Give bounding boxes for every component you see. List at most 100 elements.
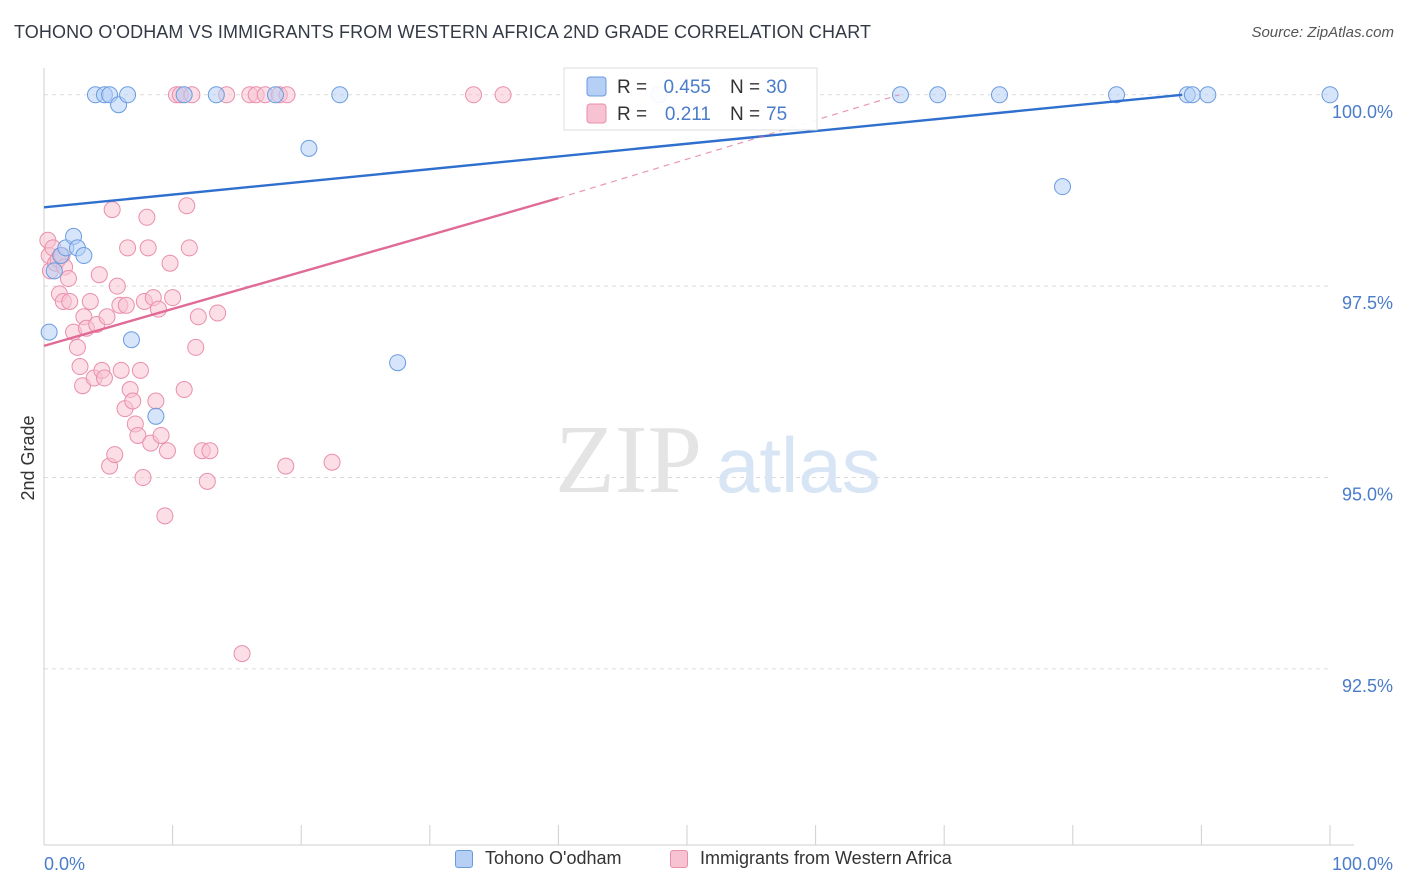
western-africa-point-24: [98, 308, 116, 326]
tohono-point-16: [266, 86, 284, 104]
trend-line-1: [43, 196, 559, 348]
tohono-point-0: [40, 323, 58, 341]
grid-lines: [44, 94, 1330, 670]
western-africa-point-61: [198, 472, 216, 490]
western-africa-point-35: [124, 392, 142, 410]
tohono-point-29: [1321, 86, 1339, 104]
western-africa-point-27: [106, 446, 124, 464]
x-tick-labels: 0.0% 100.0%: [44, 854, 1393, 874]
stats-r-label-1: R =: [617, 104, 647, 125]
western-africa-point-11: [61, 292, 79, 310]
tohono-point-23: [990, 86, 1008, 104]
western-africa-point-28: [108, 277, 126, 295]
western-africa-point-71: [277, 457, 295, 475]
watermark-atlas: atlas: [716, 421, 881, 509]
tohono-point-15: [207, 86, 225, 104]
western-africa-point-73: [465, 86, 483, 104]
y-axis-label: 2nd Grade: [18, 415, 38, 500]
western-africa-point-50: [161, 254, 179, 272]
western-africa-point-41: [138, 208, 156, 226]
stats-n-label-1: N =: [730, 104, 760, 125]
tohono-point-27: [1183, 86, 1201, 104]
western-africa-point-23: [95, 369, 113, 387]
western-africa-point-63: [209, 304, 227, 322]
tohono-point-18: [331, 86, 349, 104]
stats-n-label-0: N =: [730, 77, 760, 98]
stats-r-value-1: 0.211: [665, 104, 711, 125]
western-africa-point-62: [201, 442, 219, 460]
western-africa-point-26: [103, 201, 121, 219]
western-africa-point-45: [147, 392, 165, 410]
trend-line-2: [558, 94, 900, 199]
legend-swatch-blue: [455, 849, 473, 868]
source-label: Source: ZipAtlas.com: [1251, 24, 1394, 41]
western-africa-point-47: [152, 426, 170, 444]
western-africa-point-54: [175, 381, 193, 399]
western-africa-point-18: [81, 292, 99, 310]
y-tick-label-1: 97.5%: [1342, 293, 1393, 313]
y-tick-label-0: 100.0%: [1332, 102, 1393, 122]
western-africa-point-74: [494, 86, 512, 104]
x-tick-label-end: 100.0%: [1332, 854, 1393, 874]
western-africa-point-30: [112, 361, 130, 379]
legend-item-tohono[interactable]: Tohono O'odham: [455, 848, 622, 869]
western-africa-point-42: [139, 239, 157, 257]
watermark-zip: ZIP: [555, 406, 702, 514]
western-africa-point-14: [71, 358, 89, 376]
trend-lines: [43, 93, 1183, 348]
tohono-point-21: [891, 86, 909, 104]
western-africa-point-33: [119, 239, 137, 257]
tohono-point-6: [75, 247, 93, 265]
pink-series-points: [39, 86, 512, 663]
western-africa-point-72: [323, 453, 341, 471]
tohono-point-19: [389, 354, 407, 372]
tohono-point-22: [929, 86, 947, 104]
axes: [43, 68, 1354, 846]
tohono-point-28: [1199, 86, 1217, 104]
tohono-point-14: [175, 86, 193, 104]
tohono-point-17: [300, 139, 318, 157]
stats-swatch-0: [586, 76, 607, 97]
western-africa-point-55: [178, 197, 196, 215]
stats-swatch-1: [586, 103, 607, 124]
tohono-point-24: [1054, 178, 1072, 196]
western-africa-point-58: [187, 338, 205, 356]
western-africa-point-48: [156, 507, 174, 525]
tohono-point-1: [45, 262, 63, 280]
tohono-point-12: [122, 331, 140, 349]
stats-n-value-0: 30: [766, 77, 787, 98]
western-africa-point-49: [158, 442, 176, 460]
y-tick-label-3: 92.5%: [1342, 676, 1393, 696]
stats-n-value-1: 75: [766, 104, 787, 125]
y-tick-labels: 100.0% 97.5% 95.0% 92.5%: [1332, 102, 1393, 696]
western-africa-point-21: [90, 266, 108, 284]
tohono-point-11: [119, 86, 137, 104]
zipatlas-watermark: ZIP atlas: [555, 406, 881, 514]
western-africa-point-59: [189, 308, 207, 326]
western-africa-point-56: [180, 239, 198, 257]
western-africa-point-13: [68, 338, 86, 356]
legend-item-western-africa[interactable]: Immigrants from Western Africa: [670, 848, 952, 869]
blue-series-points: [40, 86, 1339, 425]
series-legend: Tohono O'odham Immigrants from Western A…: [0, 848, 1406, 880]
stats-r-label-0: R =: [617, 77, 647, 98]
western-africa-point-51: [164, 289, 182, 307]
western-africa-point-8: [59, 270, 77, 288]
western-africa-point-65: [233, 645, 251, 663]
legend-swatch-pink: [670, 849, 688, 868]
chart-title: TOHONO O'ODHAM VS IMMIGRANTS FROM WESTER…: [14, 22, 872, 42]
western-africa-point-39: [134, 469, 152, 487]
y-tick-label-2: 95.0%: [1342, 485, 1393, 505]
x-tick-label-start: 0.0%: [44, 854, 85, 874]
stats-legend: R = 0.455 N = 30 R = 0.211 N = 75: [563, 67, 818, 131]
legend-label-tohono: Tohono O'odham: [485, 848, 622, 868]
tohono-point-25: [1108, 86, 1126, 104]
legend-label-western-africa: Immigrants from Western Africa: [700, 848, 952, 868]
western-africa-point-38: [131, 361, 149, 379]
western-africa-point-37: [129, 426, 147, 444]
tohono-point-13: [147, 407, 165, 425]
stats-r-value-0: 0.455: [663, 77, 711, 98]
trend-line-0: [43, 93, 1183, 209]
western-africa-point-32: [117, 296, 135, 314]
